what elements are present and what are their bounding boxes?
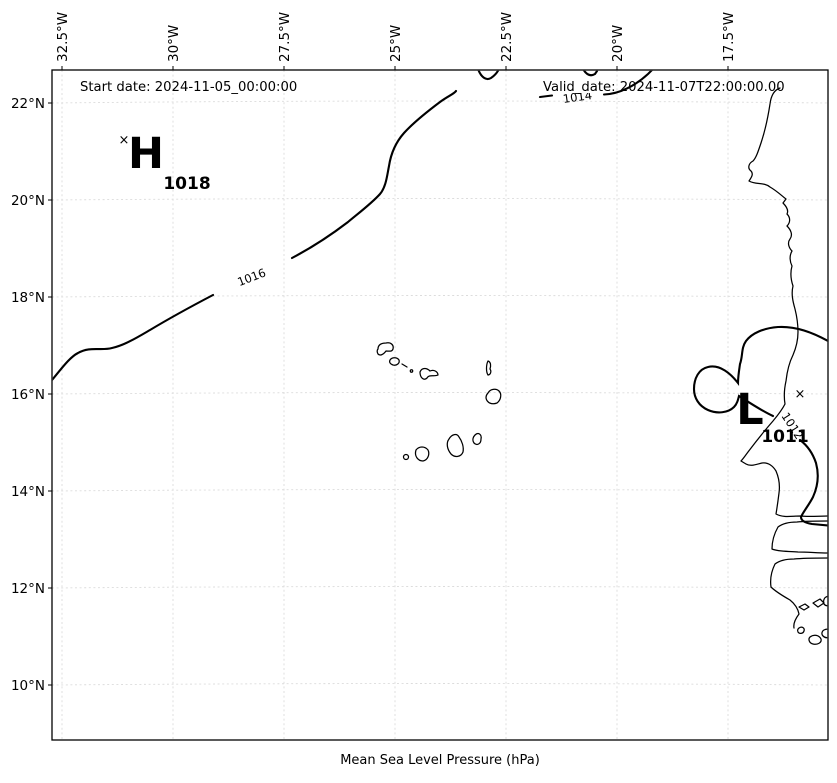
coastline-west-africa [740, 87, 828, 645]
graticule-grid [51, 70, 829, 740]
y-tick-16n: 16°N [11, 387, 45, 403]
y-tick-12n: 12°N [11, 581, 45, 597]
x-tick-32-5w: 32.5°W [55, 12, 71, 62]
contour-label-1016: 1016 [235, 265, 267, 289]
y-tick-22n: 22°N [11, 96, 45, 112]
low-symbol: L [736, 385, 763, 435]
x-tick-22-5w: 22.5°W [499, 12, 515, 62]
y-axis-labels: 22°N 20°N 18°N 16°N 14°N 12°N 10°N [11, 96, 45, 694]
cape-verde-islands [376, 342, 502, 462]
y-tick-10n: 10°N [11, 678, 45, 694]
x-tick-27-5w: 27.5°W [277, 12, 293, 62]
axis-ticks [48, 66, 729, 686]
x-tick-25w: 25°W [388, 25, 404, 62]
isobar-1016 [52, 89, 458, 381]
y-tick-20n: 20°N [11, 193, 45, 209]
plot-border [51, 69, 829, 741]
isobar-1014 [477, 70, 653, 99]
x-tick-20w: 20°W [610, 25, 626, 62]
x-tick-30w: 30°W [166, 25, 182, 62]
low-center-marker: × [795, 387, 806, 402]
x-axis-title: Mean Sea Level Pressure (hPa) [340, 753, 540, 768]
y-tick-18n: 18°N [11, 290, 45, 306]
high-symbol: H [128, 129, 164, 179]
start-date-label: Start date: 2024-11-05_00:00:00 [80, 80, 297, 95]
contour-label-1014: 1014 [562, 88, 593, 106]
high-value: 1018 [163, 174, 210, 194]
isobar-1012 [692, 325, 828, 527]
high-center-marker: × [119, 133, 130, 148]
y-tick-14n: 14°N [11, 484, 45, 500]
high-pressure-system: × H 1018 [119, 129, 211, 194]
low-value: 1011 [761, 427, 808, 447]
x-tick-17-5w: 17.5°W [721, 12, 737, 62]
valid-date-label: Valid_date: 2024-11-07T22:00:00.00 [543, 80, 785, 95]
low-pressure-system: × L 1011 [736, 385, 808, 447]
x-axis-labels: 32.5°W 30°W 27.5°W 25°W 22.5°W 20°W 17.5… [55, 12, 737, 62]
